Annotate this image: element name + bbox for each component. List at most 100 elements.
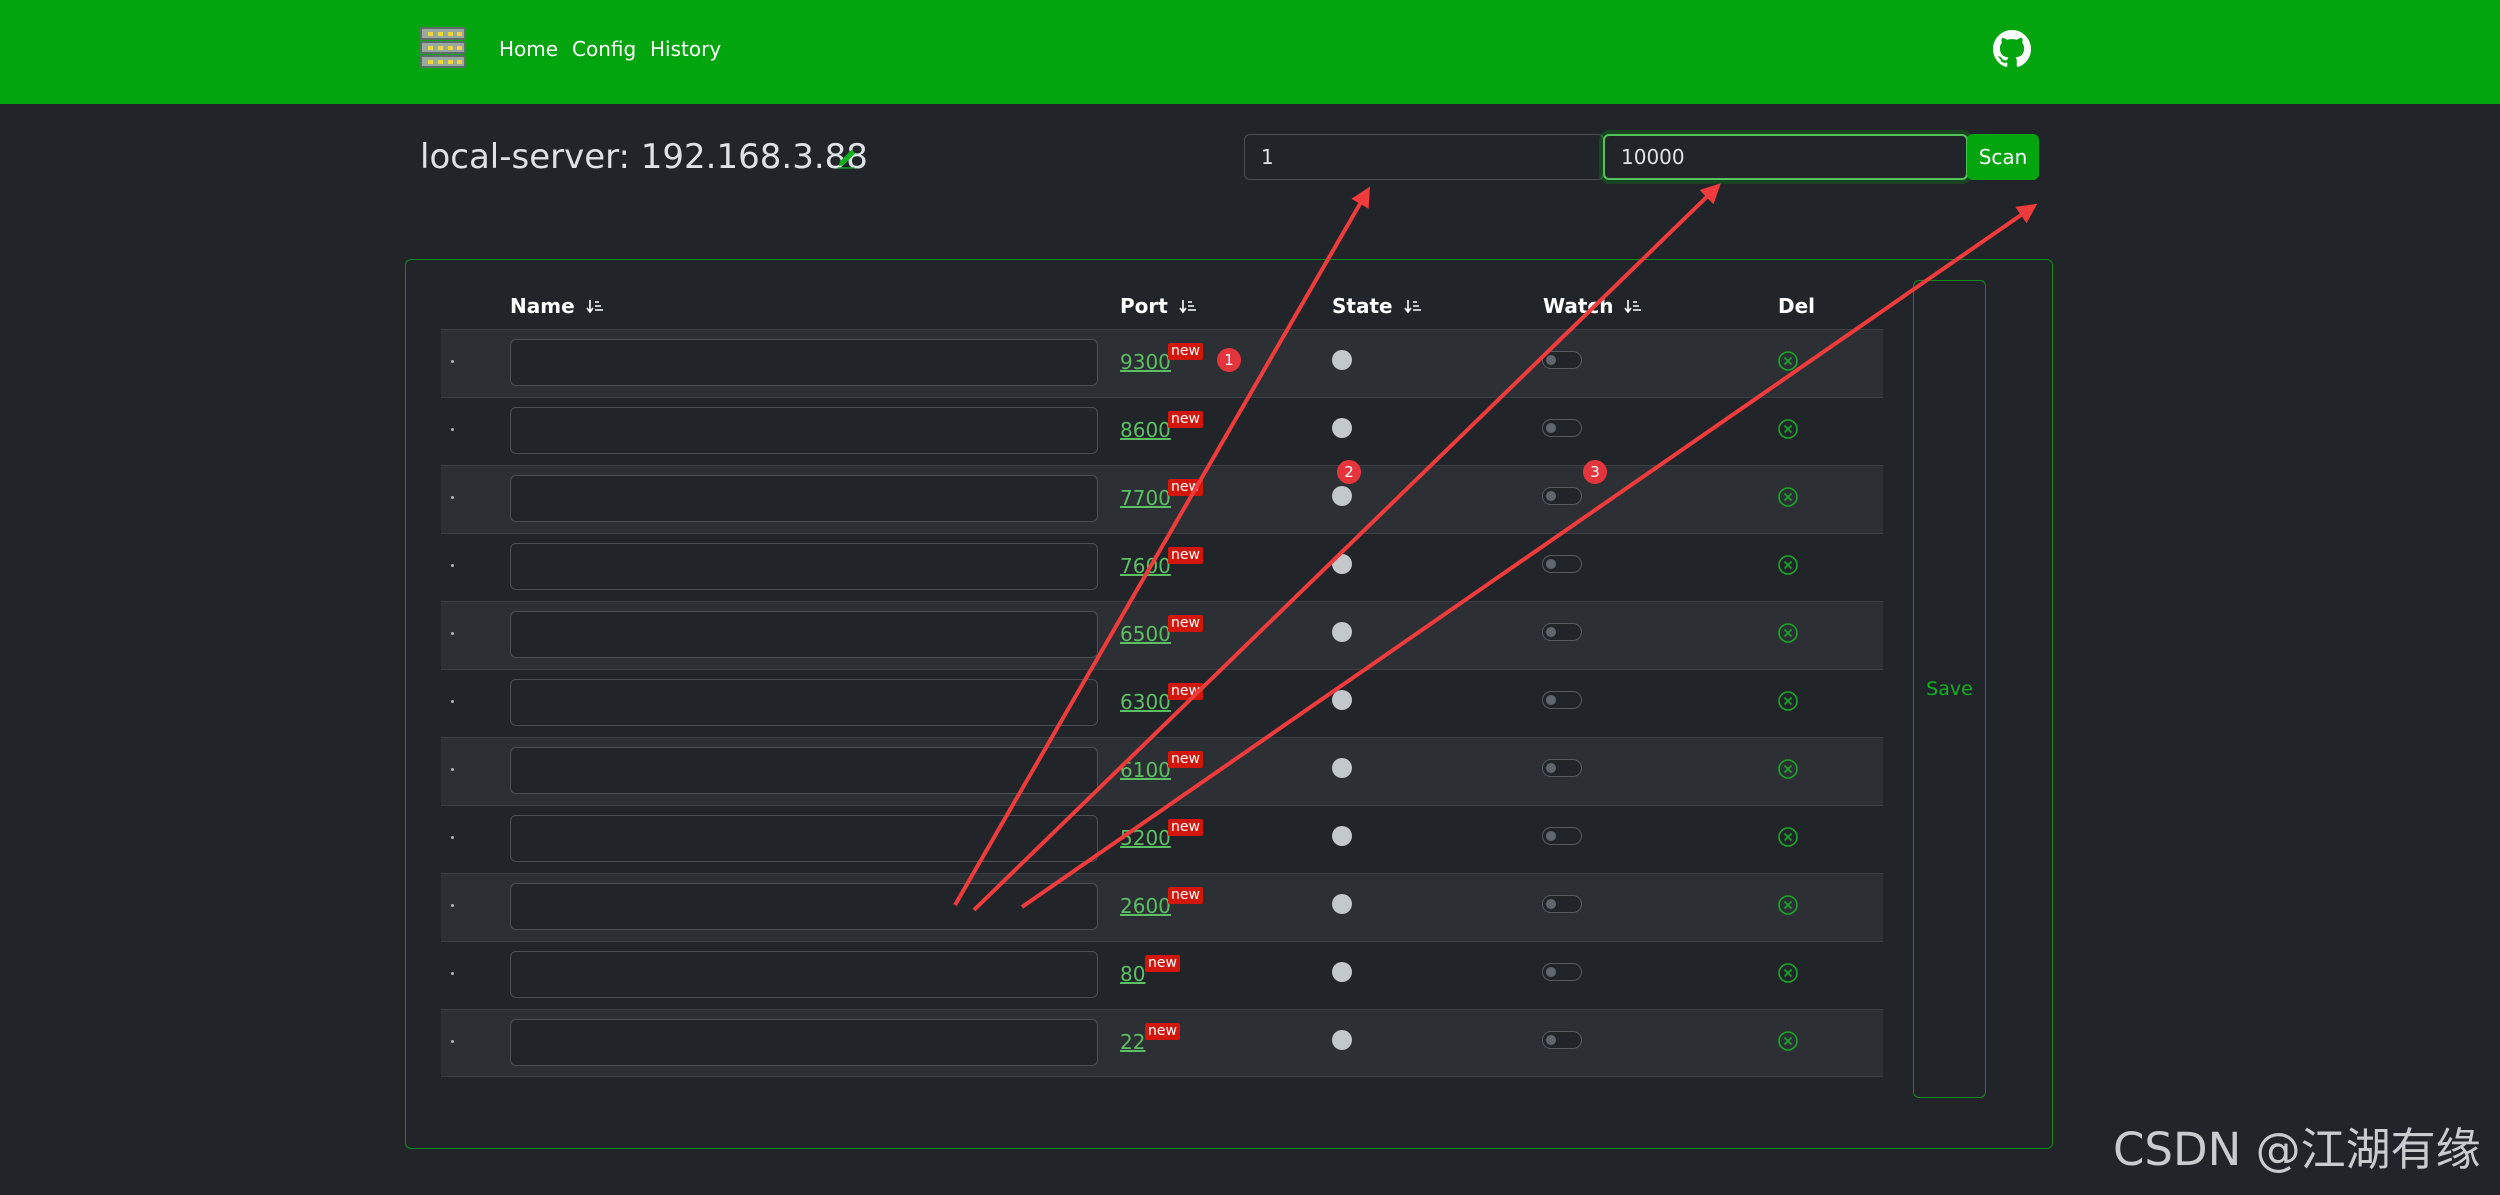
table-row: 6300 new xyxy=(441,669,1883,737)
watch-toggle[interactable] xyxy=(1542,827,1582,845)
watch-toggle[interactable] xyxy=(1542,963,1582,981)
new-badge: new xyxy=(1168,751,1203,768)
table-row: 7600 new xyxy=(441,533,1883,601)
delete-icon[interactable] xyxy=(1777,894,1799,916)
name-input[interactable] xyxy=(510,815,1098,862)
port-link[interactable]: 2600 xyxy=(1120,894,1171,918)
row-index xyxy=(451,428,454,431)
annotation-arrow xyxy=(953,186,1371,907)
state-indicator xyxy=(1332,1030,1352,1050)
table-row: 8600 new xyxy=(441,397,1883,465)
port-start-input[interactable] xyxy=(1244,134,1604,180)
column-header-name-label: Name xyxy=(510,294,575,318)
watch-toggle[interactable] xyxy=(1542,487,1582,505)
github-icon[interactable] xyxy=(1993,30,2031,68)
sort-icon[interactable] xyxy=(585,299,604,315)
ports-panel xyxy=(405,259,2053,1149)
watch-toggle[interactable] xyxy=(1542,895,1582,913)
name-input[interactable] xyxy=(510,339,1098,386)
row-index xyxy=(451,768,454,771)
row-index xyxy=(451,1040,454,1043)
row-index xyxy=(451,972,454,975)
port-link[interactable]: 6500 xyxy=(1120,622,1171,646)
sort-icon[interactable] xyxy=(1403,299,1422,315)
state-indicator xyxy=(1332,350,1352,370)
new-badge: new xyxy=(1168,343,1203,360)
watch-toggle[interactable] xyxy=(1542,1031,1582,1049)
new-badge: new xyxy=(1145,955,1180,972)
delete-icon[interactable] xyxy=(1777,554,1799,576)
watch-toggle[interactable] xyxy=(1542,759,1582,777)
column-header-del: Del xyxy=(1778,294,1816,318)
table-row: 80 new xyxy=(441,941,1883,1009)
watch-toggle[interactable] xyxy=(1542,419,1582,437)
nav-link-home[interactable]: Home xyxy=(499,37,559,61)
row-index xyxy=(451,360,454,363)
table-row: 6500 new xyxy=(441,601,1883,669)
name-input[interactable] xyxy=(510,611,1098,658)
table-row: 5200 new xyxy=(441,805,1883,873)
delete-icon[interactable] xyxy=(1777,622,1799,644)
column-header-name[interactable]: Name xyxy=(510,294,604,318)
annotation-arrow xyxy=(972,183,1721,912)
name-input[interactable] xyxy=(510,951,1098,998)
delete-icon[interactable] xyxy=(1777,758,1799,780)
port-end-input[interactable] xyxy=(1603,134,1968,180)
nav-link-config[interactable]: Config xyxy=(572,37,637,61)
watch-toggle[interactable] xyxy=(1542,691,1582,709)
sort-icon[interactable] xyxy=(1179,299,1197,315)
table-row: 7700 new xyxy=(441,465,1883,533)
annotation-arrow xyxy=(1020,203,2038,909)
table-row: 2600 new xyxy=(441,873,1883,941)
nav-link-history[interactable]: History xyxy=(650,37,722,61)
port-link[interactable]: 9300 xyxy=(1120,350,1171,374)
watch-toggle[interactable] xyxy=(1542,351,1582,369)
logo-icon[interactable] xyxy=(420,27,466,68)
delete-icon[interactable] xyxy=(1777,1030,1799,1052)
save-button[interactable]: Save xyxy=(1913,280,1986,1098)
column-header-state-label: State xyxy=(1332,294,1393,318)
name-input[interactable] xyxy=(510,475,1098,522)
port-link[interactable]: 6300 xyxy=(1120,690,1171,714)
scan-button[interactable]: Scan xyxy=(1967,134,2039,180)
sort-icon[interactable] xyxy=(1624,299,1642,315)
state-indicator xyxy=(1332,826,1352,846)
watermark: CSDN @江湖有缘 xyxy=(2113,1123,2481,1176)
port-link[interactable]: 5200 xyxy=(1120,826,1171,850)
port-link[interactable]: 8600 xyxy=(1120,418,1171,442)
new-badge: new xyxy=(1168,547,1203,564)
row-index xyxy=(451,564,454,567)
name-input[interactable] xyxy=(510,679,1098,726)
delete-icon[interactable] xyxy=(1777,486,1799,508)
table-row: 9300 new xyxy=(441,329,1883,397)
annotation-marker: 1 xyxy=(1217,348,1241,372)
delete-icon[interactable] xyxy=(1777,690,1799,712)
name-input[interactable] xyxy=(510,1019,1098,1066)
state-indicator xyxy=(1332,486,1352,506)
column-header-state[interactable]: State xyxy=(1332,294,1422,318)
row-index xyxy=(451,700,454,703)
name-input[interactable] xyxy=(510,407,1098,454)
row-index xyxy=(451,904,454,907)
delete-icon[interactable] xyxy=(1777,350,1799,372)
delete-icon[interactable] xyxy=(1777,826,1799,848)
table-row: 6100 new xyxy=(441,737,1883,805)
row-index xyxy=(451,496,454,499)
new-badge: new xyxy=(1168,819,1203,836)
new-badge: new xyxy=(1145,1023,1180,1040)
port-link[interactable]: 7700 xyxy=(1120,486,1171,510)
name-input[interactable] xyxy=(510,883,1098,930)
state-indicator xyxy=(1332,962,1352,982)
name-input[interactable] xyxy=(510,747,1098,794)
watch-toggle[interactable] xyxy=(1542,623,1582,641)
delete-icon[interactable] xyxy=(1777,418,1799,440)
column-header-port[interactable]: Port xyxy=(1120,294,1197,318)
port-link[interactable]: 22 xyxy=(1120,1030,1146,1054)
port-link[interactable]: 80 xyxy=(1120,962,1146,986)
name-input[interactable] xyxy=(510,543,1098,590)
navbar: Home Config History xyxy=(0,0,2500,104)
delete-icon[interactable] xyxy=(1777,962,1799,984)
watch-toggle[interactable] xyxy=(1542,555,1582,573)
pencil-icon[interactable] xyxy=(835,148,857,170)
